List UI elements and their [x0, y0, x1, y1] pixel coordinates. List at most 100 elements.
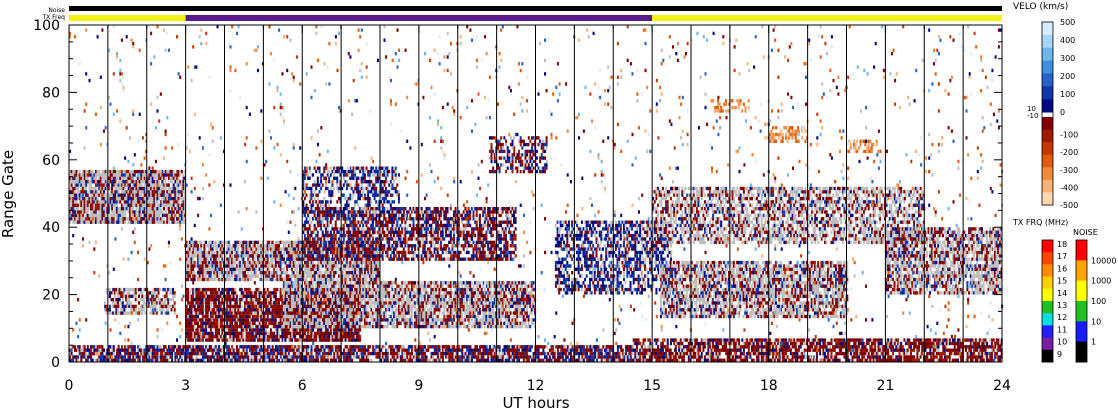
- data-cell: [200, 348, 203, 352]
- data-cell: [111, 217, 114, 221]
- data-cell: [812, 358, 815, 362]
- data-cell: [945, 348, 948, 352]
- data-cell: [132, 186, 135, 191]
- data-cell: [661, 345, 664, 349]
- data-cell: [201, 345, 204, 349]
- data-cell: [187, 247, 190, 251]
- data-cell: [171, 196, 174, 201]
- data-cell: [670, 338, 673, 342]
- data-cell: [93, 196, 96, 201]
- data-cell: [862, 355, 865, 359]
- data-cell: [106, 210, 109, 214]
- data-cell: [461, 351, 464, 356]
- data-cell: [184, 196, 187, 201]
- data-cell: [189, 358, 192, 362]
- data-cell: [754, 345, 757, 349]
- data-cell: [448, 348, 451, 352]
- data-cell: [104, 196, 107, 201]
- data-cell: [409, 358, 412, 362]
- data-cell: [190, 267, 193, 271]
- data-cell: [906, 338, 909, 342]
- data-cell: [166, 203, 169, 207]
- data-cell: [98, 180, 101, 184]
- data-cell: [70, 217, 73, 221]
- data-cell: [705, 358, 708, 362]
- data-cell: [98, 358, 101, 362]
- data-cell: [180, 345, 183, 349]
- data-cell: [140, 193, 143, 197]
- data-cell: [104, 217, 107, 221]
- data-cell: [103, 358, 106, 362]
- data-cell: [163, 200, 166, 204]
- data-cell: [974, 358, 977, 362]
- data-cell: [88, 173, 91, 177]
- data-cell: [152, 287, 155, 292]
- data-cell: [145, 348, 148, 352]
- data-cell: [755, 355, 758, 359]
- data-cell: [861, 345, 864, 349]
- data-cell: [730, 341, 733, 346]
- data-cell: [266, 250, 269, 255]
- data-cell: [506, 355, 509, 359]
- data-cell: [591, 351, 594, 356]
- data-cell: [932, 348, 935, 352]
- data-cell: [497, 358, 500, 362]
- data-cell: [136, 298, 139, 302]
- data-cell: [112, 196, 115, 201]
- data-cell: [926, 355, 929, 359]
- data-cell: [140, 190, 143, 194]
- data-cell: [90, 193, 93, 197]
- data-cell: [362, 358, 365, 362]
- data-cell: [807, 348, 810, 352]
- data-cell: [966, 358, 969, 362]
- data-cell: [83, 183, 86, 187]
- data-cell: [216, 355, 219, 359]
- data-cell: [86, 173, 89, 177]
- data-cell: [185, 244, 188, 248]
- data-cell: [279, 355, 282, 359]
- data-cell: [402, 358, 405, 362]
- data-cell: [679, 351, 682, 356]
- data-cell: [157, 291, 160, 295]
- data-cell: [935, 341, 938, 346]
- data-cell: [420, 348, 423, 352]
- data-cell: [932, 338, 935, 342]
- data-cell: [827, 348, 830, 352]
- data-cell: [141, 294, 144, 298]
- data-cell: [589, 355, 592, 359]
- data-cell: [702, 358, 705, 362]
- data-cell: [699, 348, 702, 352]
- data-cell: [271, 348, 274, 352]
- data-cell: [726, 338, 729, 342]
- data-cell: [781, 338, 784, 342]
- data-cell: [931, 341, 934, 346]
- data-cell: [138, 193, 141, 197]
- data-cell: [154, 304, 157, 309]
- data-cell: [69, 210, 72, 214]
- data-cell: [616, 355, 619, 359]
- data-cell: [148, 358, 151, 362]
- data-cell: [853, 338, 856, 342]
- data-cell: [184, 203, 187, 207]
- data-cell: [179, 210, 182, 214]
- data-cell: [508, 358, 511, 362]
- data-cell: [210, 358, 213, 362]
- data-cell: [153, 213, 156, 218]
- data-cell: [935, 355, 938, 359]
- data-cell: [670, 358, 673, 362]
- data-cell: [77, 358, 80, 362]
- data-cell: [966, 355, 969, 359]
- data-cell: [88, 213, 91, 218]
- data-cell: [106, 348, 109, 352]
- data-cell: [788, 338, 791, 342]
- data-cell: [879, 341, 882, 346]
- data-cell: [103, 217, 106, 221]
- data-cell: [631, 358, 634, 362]
- data-cell: [118, 311, 121, 315]
- data-cell: [130, 207, 133, 211]
- data-cell: [69, 220, 72, 224]
- data-cell: [323, 345, 326, 349]
- data-cell: [697, 341, 700, 346]
- data-cell: [806, 355, 809, 359]
- data-cell: [121, 291, 124, 295]
